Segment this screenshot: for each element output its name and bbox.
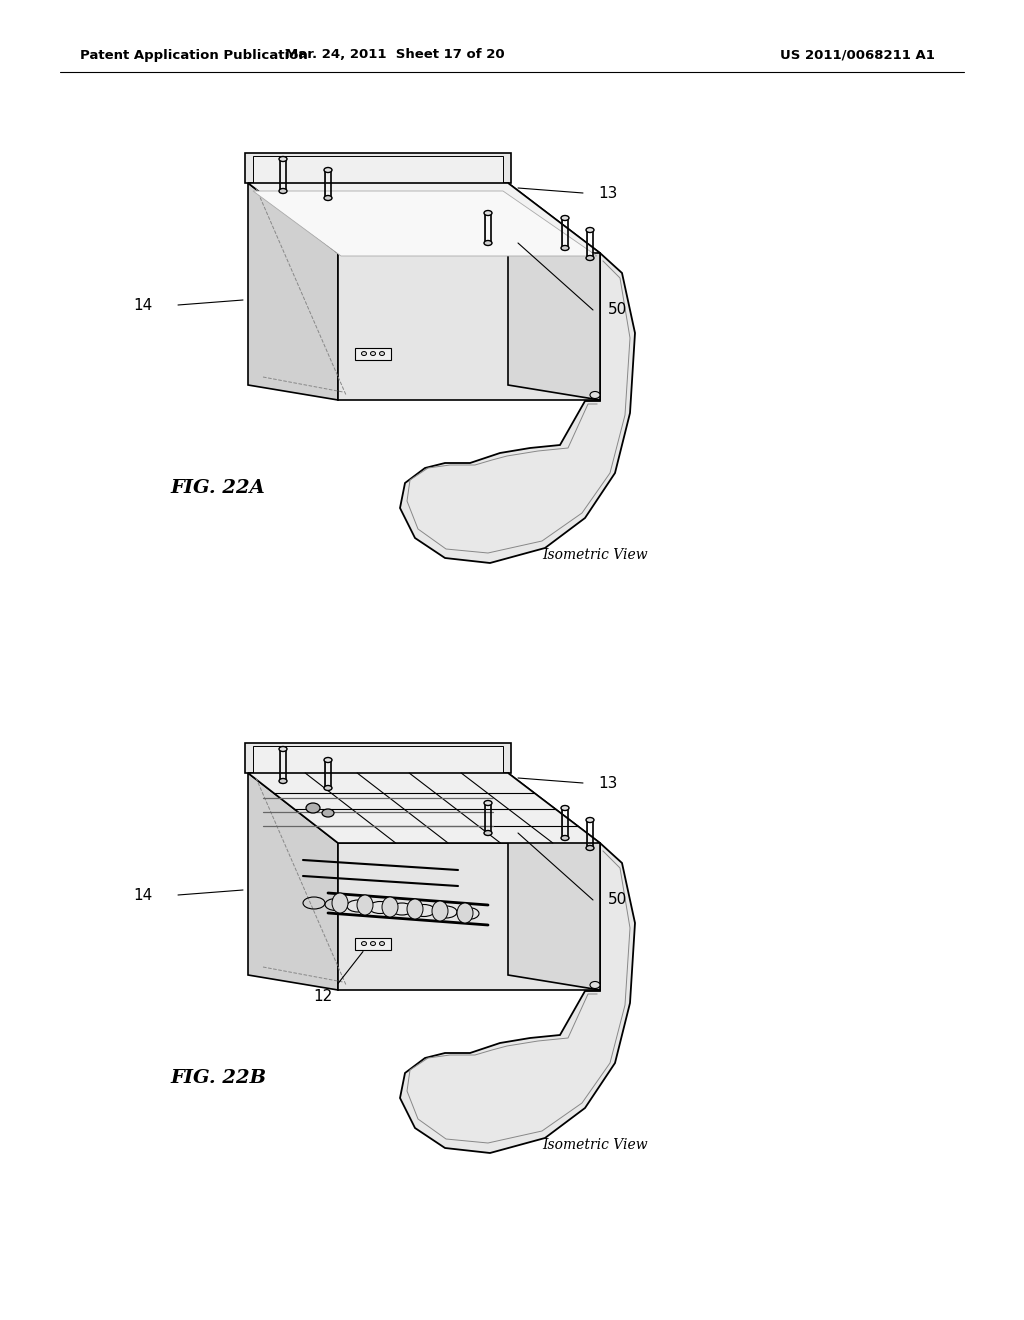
- Text: Isometric View: Isometric View: [542, 1138, 648, 1152]
- Polygon shape: [508, 774, 600, 990]
- Text: Mar. 24, 2011  Sheet 17 of 20: Mar. 24, 2011 Sheet 17 of 20: [286, 49, 505, 62]
- Ellipse shape: [279, 779, 287, 784]
- Text: Patent Application Publication: Patent Application Publication: [80, 49, 308, 62]
- Ellipse shape: [457, 903, 473, 923]
- Polygon shape: [245, 743, 511, 774]
- Polygon shape: [355, 347, 391, 359]
- Ellipse shape: [324, 785, 332, 791]
- Ellipse shape: [561, 215, 569, 220]
- Ellipse shape: [371, 351, 376, 355]
- Ellipse shape: [590, 982, 600, 989]
- Text: 13: 13: [598, 776, 617, 791]
- Ellipse shape: [324, 168, 332, 173]
- Ellipse shape: [586, 846, 594, 850]
- Ellipse shape: [432, 902, 449, 921]
- Ellipse shape: [279, 747, 287, 751]
- Polygon shape: [253, 156, 503, 183]
- Text: FIG. 22B: FIG. 22B: [170, 1069, 266, 1086]
- Ellipse shape: [586, 227, 594, 232]
- Ellipse shape: [484, 830, 492, 836]
- Ellipse shape: [484, 210, 492, 215]
- Ellipse shape: [561, 805, 569, 810]
- Polygon shape: [355, 937, 391, 949]
- Polygon shape: [400, 253, 635, 564]
- Polygon shape: [253, 746, 503, 774]
- Polygon shape: [400, 843, 635, 1152]
- Text: FIG. 22A: FIG. 22A: [170, 479, 265, 498]
- Polygon shape: [253, 191, 597, 256]
- Ellipse shape: [306, 803, 319, 813]
- Text: 50: 50: [608, 892, 628, 908]
- Text: US 2011/0068211 A1: US 2011/0068211 A1: [780, 49, 935, 62]
- Ellipse shape: [484, 800, 492, 805]
- Ellipse shape: [380, 941, 384, 945]
- Ellipse shape: [380, 351, 384, 355]
- Text: 14: 14: [134, 887, 153, 903]
- Ellipse shape: [484, 240, 492, 246]
- Polygon shape: [248, 183, 338, 400]
- Polygon shape: [508, 183, 600, 400]
- Polygon shape: [248, 774, 600, 843]
- Ellipse shape: [361, 351, 367, 355]
- Ellipse shape: [279, 189, 287, 194]
- Polygon shape: [245, 153, 511, 183]
- Ellipse shape: [324, 758, 332, 763]
- Ellipse shape: [332, 894, 348, 913]
- Ellipse shape: [586, 256, 594, 260]
- Ellipse shape: [561, 836, 569, 841]
- Text: 50: 50: [608, 302, 628, 318]
- Ellipse shape: [590, 392, 600, 399]
- Ellipse shape: [357, 895, 373, 915]
- Text: 14: 14: [134, 297, 153, 313]
- Text: Isometric View: Isometric View: [542, 548, 648, 562]
- Ellipse shape: [322, 809, 334, 817]
- Text: 12: 12: [313, 989, 333, 1005]
- Ellipse shape: [361, 941, 367, 945]
- Ellipse shape: [324, 195, 332, 201]
- Ellipse shape: [279, 157, 287, 161]
- Ellipse shape: [586, 817, 594, 822]
- Ellipse shape: [561, 246, 569, 251]
- Polygon shape: [338, 843, 600, 990]
- Polygon shape: [248, 774, 338, 990]
- Ellipse shape: [407, 899, 423, 919]
- Polygon shape: [248, 183, 600, 253]
- Polygon shape: [338, 253, 600, 400]
- Ellipse shape: [371, 941, 376, 945]
- Text: 13: 13: [598, 186, 617, 201]
- Ellipse shape: [382, 898, 398, 917]
